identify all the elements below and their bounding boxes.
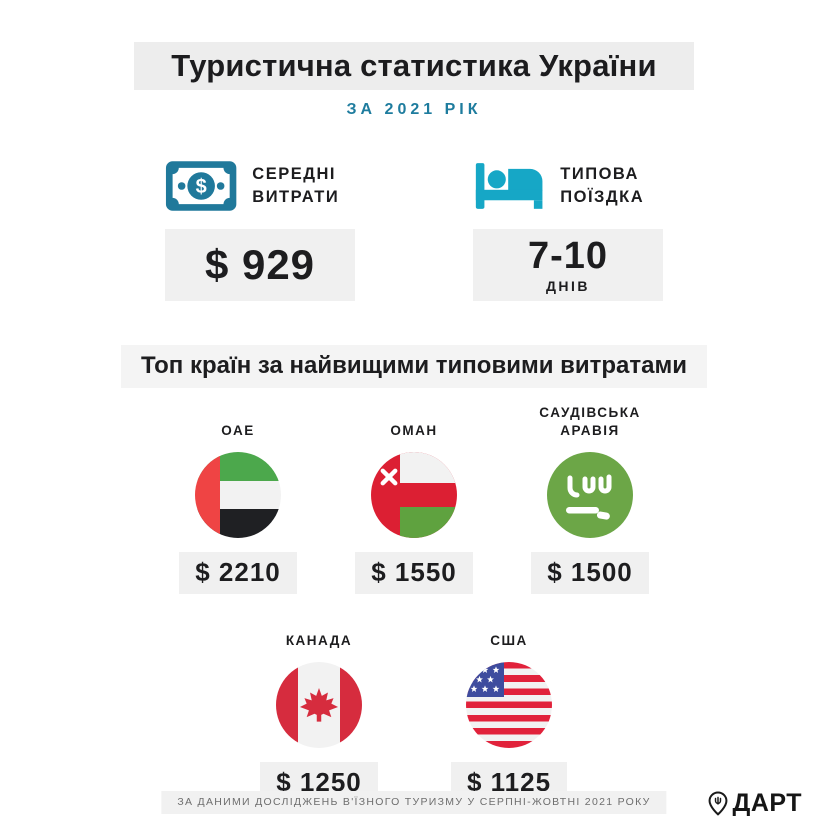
dart-logo-text: ДАРТ	[732, 789, 802, 817]
country-card-usa: США $ 1125	[434, 612, 584, 804]
flag-oman-icon	[371, 452, 457, 538]
usa-canton-icon	[466, 662, 504, 697]
stat-label: СЕРЕДНІ ВИТРАТИ	[252, 164, 340, 206]
stat-value-box: 7-10 ДНІВ	[473, 229, 663, 301]
dollar-glyph: $	[196, 176, 207, 198]
stat-value-sub: ДНІВ	[545, 277, 591, 294]
country-card-saudi-arabia: САУДІВСЬКА АРАВІЯ $ 1500	[515, 402, 665, 594]
saudi-calligraphy-icon	[566, 474, 612, 520]
country-name: ОАЕ	[221, 422, 255, 438]
country-name: США	[490, 632, 528, 648]
flag-uae-icon	[195, 452, 281, 538]
country-name: КАНАДА	[285, 632, 353, 648]
maple-leaf-icon	[299, 688, 339, 722]
source-note: ЗА ДАНИМИ ДОСЛІДЖЕНЬ В'ЇЗНОГО ТУРИЗМУ У …	[161, 791, 667, 814]
dart-logo: ДАРТ	[707, 789, 802, 818]
country-card-oman: ОМАН $ 1550	[339, 402, 489, 594]
page-title: Туристична статистика України	[134, 42, 694, 90]
stats-row: $ СЕРЕДНІ ВИТРАТИ $ 929	[0, 157, 828, 301]
stat-value-box: $ 929	[165, 229, 355, 301]
country-value: $ 2210	[179, 552, 297, 594]
bed-icon	[475, 163, 543, 209]
stat-value: $ 929	[204, 241, 316, 288]
country-card-canada: КАНАДА $ 1250	[244, 612, 394, 804]
flag-usa-icon	[466, 662, 552, 748]
page-subtitle: ЗА 2021 РІК	[346, 101, 482, 118]
country-value: $ 1550	[355, 552, 473, 594]
country-value: $ 1500	[531, 552, 649, 594]
section-title: Топ країн за найвищими типовими витратам…	[121, 345, 707, 388]
stat-label: ТИПОВА ПОЇЗДКА	[560, 164, 645, 206]
map-pin-icon	[708, 791, 727, 816]
country-name: САУДІВСЬКА АРАВІЯ	[539, 404, 641, 438]
country-name: ОМАН	[390, 422, 438, 438]
country-card-uae: ОАЕ $ 2210	[163, 402, 313, 594]
money-banknote-icon: $	[165, 161, 237, 211]
stat-average-expenses: $ СЕРЕДНІ ВИТРАТИ $ 929	[165, 157, 355, 301]
countries-row-1: ОАЕ $ 2210 ОМАН $ 1550 САУДІВ	[0, 402, 828, 594]
stat-value: 7-10	[527, 234, 609, 277]
countries-row-2: КАНАДА $ 1250 США	[0, 612, 828, 804]
flag-canada-icon	[276, 662, 362, 748]
oman-emblem-icon	[380, 468, 398, 486]
stat-typical-trip: ТИПОВА ПОЇЗДКА 7-10 ДНІВ	[473, 157, 663, 301]
flag-saudi-arabia-icon	[547, 452, 633, 538]
